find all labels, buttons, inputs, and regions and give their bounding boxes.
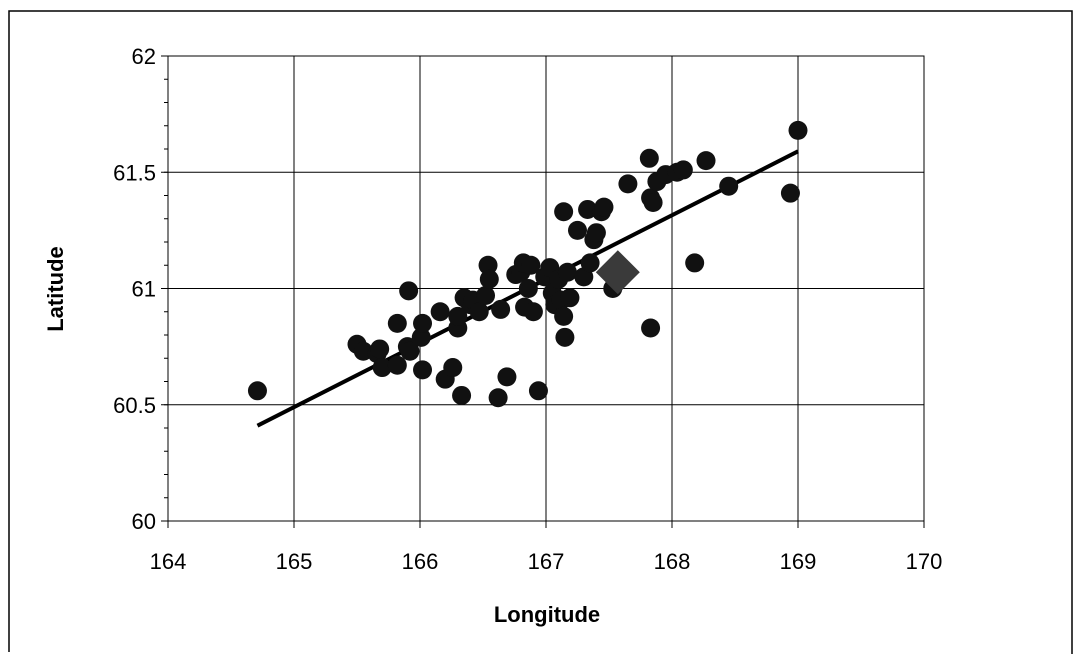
x-tick-label: 164 xyxy=(150,549,187,574)
data-point xyxy=(673,160,693,180)
data-point xyxy=(568,220,587,240)
data-point xyxy=(618,174,638,194)
y-tick-label: 61 xyxy=(132,277,156,302)
data-point xyxy=(411,327,431,347)
data-point xyxy=(696,151,716,171)
data-points xyxy=(247,120,808,408)
data-point xyxy=(430,302,450,322)
x-tick-label: 165 xyxy=(276,549,313,574)
data-point xyxy=(491,299,511,319)
x-axis-title: Longitude xyxy=(494,602,600,627)
data-point xyxy=(523,302,543,322)
data-point xyxy=(641,318,661,338)
axis-ticks xyxy=(161,55,925,528)
y-tick-label: 60.5 xyxy=(113,393,156,418)
data-point xyxy=(372,358,392,378)
data-point xyxy=(400,341,420,361)
x-tick-label: 167 xyxy=(528,549,565,574)
data-point xyxy=(413,360,433,380)
data-point xyxy=(443,358,463,378)
y-tick-label: 62 xyxy=(132,44,156,69)
data-point xyxy=(788,120,808,140)
data-point xyxy=(555,327,575,347)
data-point xyxy=(521,255,541,275)
data-point xyxy=(643,192,663,212)
tick-labels: 164 165 166 167 168 169 170 60 60.5 61 61.5 62 xyxy=(113,44,942,574)
x-tick-label: 168 xyxy=(654,549,691,574)
data-point xyxy=(560,288,580,308)
data-point xyxy=(452,385,472,405)
x-tick-label: 166 xyxy=(402,549,439,574)
data-point xyxy=(586,223,606,243)
x-tick-label: 170 xyxy=(906,549,943,574)
y-tick-label: 61.5 xyxy=(113,160,156,185)
data-point xyxy=(554,202,574,222)
data-point xyxy=(780,183,800,203)
data-point xyxy=(247,381,267,401)
data-point xyxy=(370,339,390,359)
data-point xyxy=(594,197,614,217)
data-point xyxy=(528,381,548,401)
data-point xyxy=(476,285,496,305)
data-point xyxy=(479,269,499,289)
data-point xyxy=(639,148,659,168)
data-point xyxy=(580,253,600,273)
data-point xyxy=(557,262,577,282)
x-tick-label: 169 xyxy=(780,549,817,574)
highlight-point xyxy=(595,250,640,295)
data-point xyxy=(413,313,433,333)
data-point xyxy=(488,388,508,408)
data-point xyxy=(554,306,574,326)
data-point xyxy=(478,255,498,275)
data-point xyxy=(448,306,468,326)
chart-border xyxy=(8,10,1073,654)
data-point xyxy=(497,367,517,387)
data-point xyxy=(518,279,538,298)
data-point xyxy=(719,176,739,196)
y-axis-title: Latitude xyxy=(43,246,68,332)
data-point xyxy=(685,253,705,273)
y-tick-label: 60 xyxy=(132,509,156,534)
data-point xyxy=(399,281,419,301)
data-point xyxy=(387,355,407,375)
data-point xyxy=(469,302,489,322)
data-point xyxy=(387,313,407,333)
